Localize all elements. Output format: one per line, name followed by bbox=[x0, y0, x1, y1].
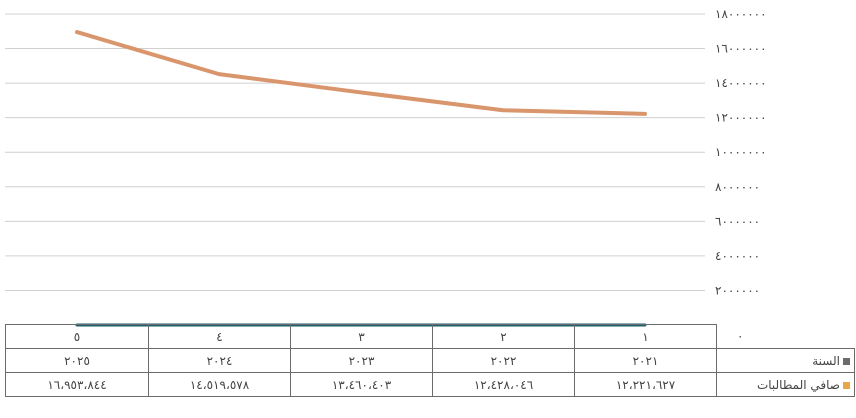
legend-key bbox=[843, 381, 850, 389]
table-cell: ١٤،٥١٩،٥٧٨ bbox=[148, 372, 291, 397]
table-cell: ٢٠٢٢ bbox=[432, 348, 575, 373]
y-axis-tick-labels: ٢٠٠٠٠٠٠ ٤٠٠٠٠٠٠ ٦٠٠٠٠٠٠ ٨٠٠٠٠٠٠ ١٠٠٠٠٠٠٠ ١٢٠٠… bbox=[715, 7, 767, 297]
category-label: ٢ bbox=[432, 324, 575, 349]
table-cell: ٢٠٢٥ bbox=[5, 348, 149, 373]
y-tick-label: ٤٠٠٠٠٠٠ bbox=[715, 249, 760, 263]
table-cell: ٢٠٢٣ bbox=[290, 348, 433, 373]
table-row-net-claims: ١٦،٩٥٣،٨٤٤ ١٤،٥١٩،٥٧٨ ١٣،٤٦٠،٤٠٣ ١٢،٤٢٨،… bbox=[5, 372, 855, 397]
y-tick-label: ٨٠٠٠٠٠٠ bbox=[715, 180, 760, 194]
table-row-category: ٥ ٤ ٣ ٢ ١ ٠ bbox=[5, 324, 855, 349]
legend-label: صافي المطالبات bbox=[756, 377, 840, 392]
table-cell: ١٣،٤٦٠،٤٠٣ bbox=[290, 372, 433, 397]
y-tick-label: ١٦٠٠٠٠٠٠ bbox=[715, 42, 767, 56]
table-row-year: ٢٠٢٥ ٢٠٢٤ ٢٠٢٣ ٢٠٢٢ ٢٠٢١ السنة bbox=[5, 348, 855, 373]
series-line-net-claims bbox=[75, 30, 647, 116]
y-tick-label: ١٤٠٠٠٠٠٠ bbox=[715, 76, 767, 90]
y-tick-label: ١٨٠٠٠٠٠٠ bbox=[715, 7, 767, 21]
y-tick-label: ١٢٠٠٠٠٠٠ bbox=[715, 111, 767, 125]
y-tick-label: ٢٠٠٠٠٠٠ bbox=[715, 283, 760, 297]
data-table: ٥ ٤ ٣ ٢ ١ ٠ ٢٠٢٥ ٢٠٢٤ ٢٠٢٣ ٢٠٢٢ ٢٠٢١ الس… bbox=[5, 324, 855, 397]
table-cell: ٢٠٢١ bbox=[574, 348, 717, 373]
legend-entry-year: السنة bbox=[716, 348, 855, 373]
category-label: ١ bbox=[574, 324, 717, 349]
category-label: ٥ bbox=[5, 324, 149, 349]
table-cell: ١٢،٢٢١،٦٢٧ bbox=[574, 372, 717, 397]
table-cell: ١٦،٩٥٣،٨٤٤ bbox=[5, 372, 149, 397]
table-cell: ٢٠٢٤ bbox=[148, 348, 291, 373]
legend-entry-net-claims: صافي المطالبات bbox=[716, 372, 855, 397]
category-label: ٤ bbox=[148, 324, 291, 349]
legend-label: السنة bbox=[812, 353, 840, 368]
table-cell: ١٢،٤٢٨،٠٤٦ bbox=[432, 372, 575, 397]
y-tick-label: ١٠٠٠٠٠٠٠ bbox=[715, 145, 767, 159]
legend-key bbox=[843, 357, 850, 365]
y-axis-zero-label: ٠ bbox=[737, 329, 744, 344]
y-tick-label: ٦٠٠٠٠٠٠ bbox=[715, 214, 760, 228]
category-label: ٣ bbox=[290, 324, 433, 349]
gridlines bbox=[5, 13, 705, 291]
series-lines bbox=[75, 30, 647, 327]
